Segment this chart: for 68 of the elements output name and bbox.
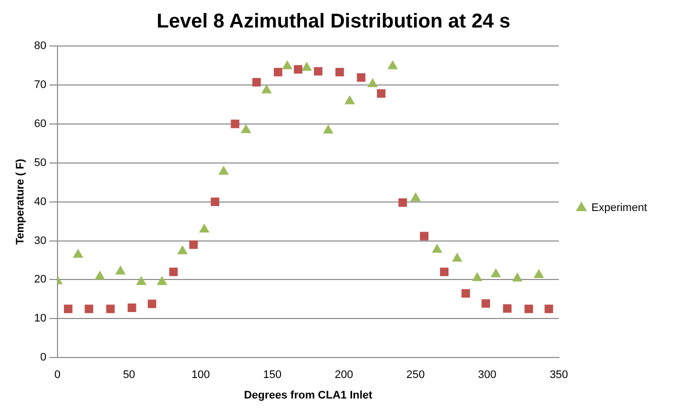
point: [544, 304, 554, 314]
point: [72, 248, 84, 258]
point: [524, 304, 534, 314]
y-tick-label: 80: [34, 40, 46, 52]
y-tick-label: 50: [34, 156, 46, 169]
point: [344, 95, 355, 104]
point: [199, 223, 210, 232]
point: [210, 198, 220, 206]
point: [148, 300, 156, 308]
point: [482, 299, 490, 308]
y-tick-label: 10: [34, 312, 46, 325]
x-tick-label: 0: [54, 369, 60, 382]
point: [240, 124, 252, 134]
point: [490, 268, 502, 278]
point: [335, 68, 344, 76]
point: [420, 232, 428, 240]
x-tick-label: 200: [334, 369, 354, 382]
point: [218, 166, 229, 175]
point: [177, 245, 188, 254]
point: [274, 68, 282, 76]
point: [136, 276, 146, 286]
point: [452, 252, 462, 262]
point: [302, 62, 312, 71]
point: [252, 78, 261, 86]
point: [410, 192, 421, 202]
point: [323, 124, 334, 134]
point: [387, 60, 398, 70]
point: [472, 272, 482, 282]
point: [189, 240, 198, 249]
y-tick-label: 40: [34, 196, 46, 208]
chart-title: Level 8 Azimuthal Distribution at 24 s: [156, 10, 510, 33]
point: [440, 268, 448, 276]
point: [106, 304, 115, 314]
point: [128, 304, 136, 312]
y-tick-label: 20: [34, 274, 46, 286]
point: [356, 73, 366, 82]
x-tick-label: 250: [406, 369, 425, 382]
y-tick-label: 60: [34, 118, 46, 130]
x-axis-title: Degrees from CLA1 Inlet: [244, 389, 373, 402]
point: [230, 120, 240, 128]
x-tick-label: 350: [550, 369, 568, 382]
point: [282, 60, 292, 70]
x-tick-label: 100: [192, 369, 210, 382]
point: [367, 78, 378, 88]
point: [503, 304, 512, 313]
point: [115, 266, 126, 275]
point: [512, 272, 523, 282]
point: [156, 276, 168, 286]
point: [432, 244, 442, 253]
y-tick-label: 70: [34, 78, 46, 91]
point: [64, 304, 72, 314]
point: [376, 89, 386, 98]
x-tick-label: 50: [122, 369, 136, 382]
x-tick-label: 300: [478, 369, 496, 382]
point: [534, 269, 544, 278]
point: [294, 65, 302, 74]
point: [94, 270, 106, 280]
y-axis-title: Temperature ( F): [14, 158, 27, 245]
y-tick-label: 0: [40, 352, 46, 364]
point: [398, 198, 407, 207]
point: [462, 289, 470, 298]
y-tick-label: 30: [34, 234, 46, 247]
legend-label: Experiment: [591, 202, 648, 214]
point: [169, 268, 178, 276]
point: [84, 304, 94, 314]
x-tick-label: 150: [263, 369, 282, 382]
point: [314, 67, 322, 76]
point: [261, 84, 272, 94]
